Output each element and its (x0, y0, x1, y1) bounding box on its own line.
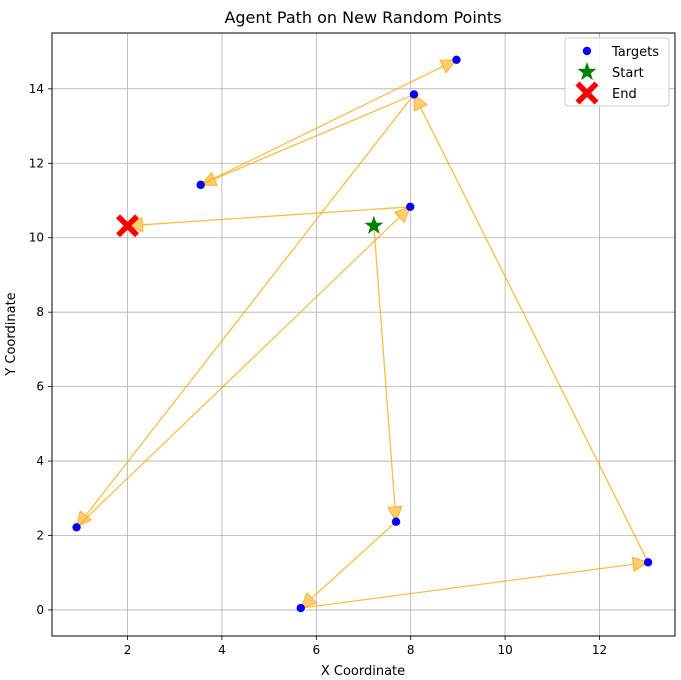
path-arrowhead (631, 556, 650, 573)
path-arrowhead (439, 59, 458, 74)
y-tick-label: 14 (29, 82, 44, 96)
data-points (72, 55, 653, 613)
path-segment (214, 93, 415, 180)
grid (52, 33, 675, 636)
target-point (452, 55, 461, 64)
path-arrow (299, 521, 397, 609)
path-arrowhead (387, 505, 403, 523)
axis-ticks: 2 4 6 8 10 12 0 2 4 6 8 10 12 14 (29, 82, 607, 657)
legend: Targets Start End (564, 37, 670, 107)
path-arrow (300, 556, 650, 609)
end-marker-stroke (575, 81, 599, 105)
legend-label: Targets (611, 45, 659, 60)
y-tick-label: 12 (29, 156, 44, 170)
x-axis-label: X Coordinate (321, 664, 405, 679)
y-tick-label: 4 (36, 454, 44, 468)
x-tick-label: 8 (407, 643, 415, 657)
path-arrow (199, 93, 415, 186)
target-point (72, 523, 81, 532)
path-arrow (76, 206, 412, 528)
path-arrowhead (199, 171, 218, 186)
x-tick-label: 6 (312, 643, 320, 657)
y-tick-label: 2 (36, 529, 44, 543)
path-arrows (75, 59, 650, 609)
target-point (296, 603, 305, 613)
y-tick-label: 10 (29, 231, 44, 245)
path-segment (200, 65, 444, 186)
target-point (409, 90, 419, 99)
x-tick-label: 2 (124, 643, 132, 657)
y-tick-label: 8 (36, 305, 44, 319)
path-segment (420, 107, 649, 563)
legend-start-marker (577, 62, 597, 81)
start-marker (364, 215, 384, 234)
path-segment (76, 216, 400, 528)
chart-title: Agent Path on New Random Points (224, 8, 501, 27)
path-segment (311, 521, 397, 599)
path-segment (300, 563, 634, 609)
path-arrow (373, 225, 403, 523)
path-arrowhead (393, 206, 412, 224)
target-point (643, 558, 653, 567)
target-point (391, 517, 401, 526)
legend-label: Start (612, 66, 644, 81)
path-arrowhead (413, 93, 428, 112)
end-marker (116, 214, 139, 238)
path-segment (85, 94, 415, 516)
y-tick-label: 6 (36, 380, 44, 394)
path-arrow (200, 59, 458, 186)
legend-targets-marker (582, 46, 592, 56)
path-arrow (413, 93, 649, 563)
end-marker-stroke (116, 214, 139, 238)
target-point (196, 180, 205, 190)
plot-frame (51, 32, 676, 637)
x-tick-label: 10 (497, 643, 512, 657)
path-segment (142, 206, 411, 226)
legend-end-marker (575, 81, 599, 105)
y-tick-label: 0 (36, 603, 44, 617)
y-axis-label: Y Coordinate (4, 292, 19, 376)
path-segment (373, 225, 396, 507)
target-point (406, 202, 415, 212)
legend-label: End (612, 87, 637, 102)
x-tick-label: 12 (592, 643, 607, 657)
path-arrowhead (299, 591, 318, 609)
x-tick-label: 4 (218, 643, 226, 657)
